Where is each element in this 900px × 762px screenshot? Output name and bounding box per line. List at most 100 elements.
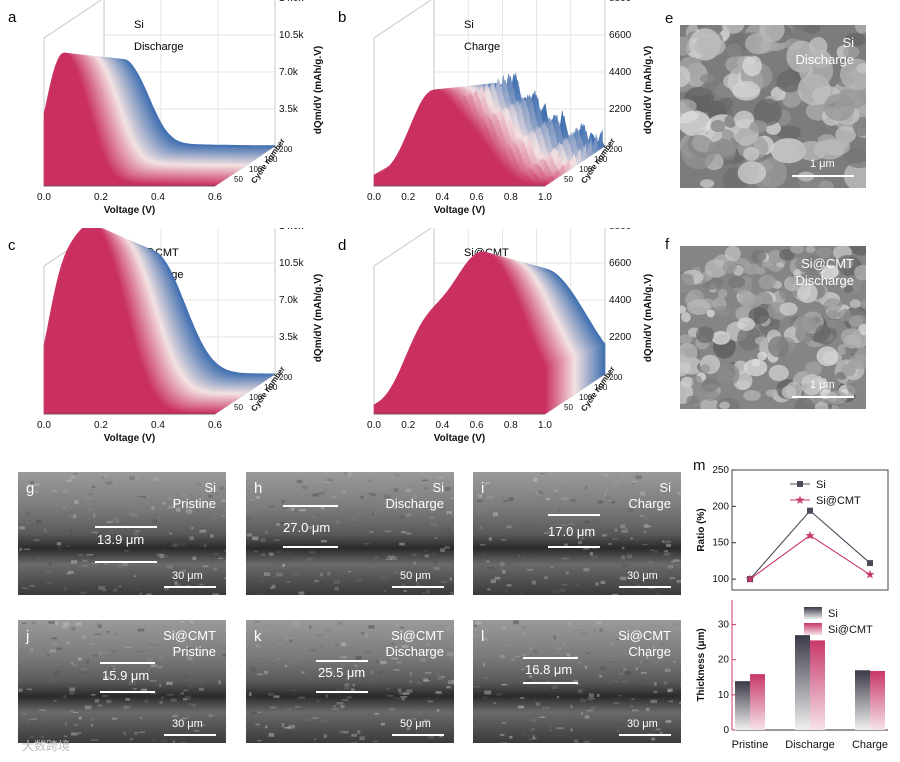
sem-speckle xyxy=(640,661,643,663)
sem-speckle xyxy=(146,638,153,640)
sem-speckle xyxy=(220,645,223,647)
sem-speckle xyxy=(371,511,375,516)
sem-speckle xyxy=(494,576,501,580)
sem-speckle xyxy=(589,535,593,538)
waterfall-surface-b xyxy=(373,73,606,187)
sem-speckle xyxy=(674,645,678,650)
sem-speckle xyxy=(375,555,378,559)
sem-speckle xyxy=(528,487,533,491)
sem-speckle xyxy=(95,623,99,625)
sem-speckle xyxy=(614,481,619,485)
thickness-legend-swatch-cmt xyxy=(804,623,822,635)
sem-speckle xyxy=(224,577,226,580)
sem-speckle xyxy=(67,577,72,581)
sem-speckle xyxy=(517,705,525,709)
sem-grain xyxy=(743,358,768,377)
sem-speckle xyxy=(640,671,647,674)
sem-grain xyxy=(768,336,789,358)
watermark-text: 大数跨境 xyxy=(22,739,71,753)
sem-grain xyxy=(693,37,726,57)
sem-speckle xyxy=(151,506,155,510)
sem-cross-texture-g xyxy=(19,473,226,595)
sem-speckle xyxy=(484,481,490,485)
sem-grain xyxy=(719,401,730,409)
sem-speckle xyxy=(268,505,275,508)
sem-speckle xyxy=(620,524,626,529)
plot-svg-a: a Si Discharge 0.0 0.2 0.4 0.6 Voltage (V) 14.0k… xyxy=(8,0,324,216)
thickness-bar-si xyxy=(795,635,810,730)
sem-speckle xyxy=(184,695,191,700)
sem-speckle xyxy=(605,489,608,491)
sem-image-f: Si@CMT Discharge 1 μm xyxy=(680,246,866,409)
thickness-bar-si xyxy=(735,681,750,730)
sem-speckle xyxy=(436,692,443,695)
z-tick-label-d: 8800 xyxy=(609,228,632,232)
sem-speckle xyxy=(499,733,505,736)
ratio-legend-label-cmt: Si@CMT xyxy=(816,495,861,507)
sem-speckle xyxy=(293,508,298,513)
sem-speckle xyxy=(261,559,268,561)
sem-speckle xyxy=(270,706,277,709)
sem-speckle xyxy=(94,699,100,703)
sem-speckle xyxy=(536,499,542,501)
sem-speckle xyxy=(175,507,181,512)
sem-speckle xyxy=(440,548,446,552)
sem-speckle xyxy=(344,683,350,687)
sem-speckle xyxy=(652,645,655,649)
sem-speckle xyxy=(446,529,450,534)
sem-speckle xyxy=(503,742,507,743)
sem-speckle xyxy=(190,620,194,624)
sem-speckle xyxy=(164,586,169,591)
sem-speckle xyxy=(413,561,417,565)
sem-speckle xyxy=(584,665,588,670)
sem-speckle xyxy=(315,699,320,703)
sem-speckle xyxy=(492,512,498,517)
sem-speckle xyxy=(284,523,291,526)
sem-speckle xyxy=(643,523,648,526)
sem-speckle xyxy=(651,737,656,741)
sem-speckle xyxy=(192,634,198,638)
sem-speckle xyxy=(410,662,416,664)
sem-speckle xyxy=(42,648,46,653)
sem-speckle xyxy=(569,639,576,642)
sem-speckle xyxy=(361,632,365,635)
sem-speckle xyxy=(528,738,532,742)
surface-slice xyxy=(43,223,216,415)
sem-speckle xyxy=(46,582,51,585)
sem-speckle xyxy=(33,483,40,486)
sem-speckle xyxy=(423,678,428,682)
sem-speckle xyxy=(562,594,566,595)
sem-grain xyxy=(795,25,808,31)
sem-speckle xyxy=(257,634,264,636)
sem-speckle xyxy=(654,681,657,686)
sem-grain xyxy=(695,326,715,344)
sem-speckle xyxy=(146,496,149,500)
sem-grain xyxy=(859,299,866,308)
sem-speckle xyxy=(27,718,31,722)
sem-grain xyxy=(816,346,839,367)
sem-speckle xyxy=(506,668,511,670)
sem-speckle xyxy=(348,570,351,572)
sem-grain xyxy=(768,364,789,382)
sem-speckle xyxy=(557,509,561,512)
sem-speckle xyxy=(273,695,280,698)
thickness-marker-bottom xyxy=(95,561,157,563)
sem-speckle xyxy=(62,488,68,493)
sem-speckle xyxy=(378,670,384,674)
sem-grain xyxy=(742,55,762,77)
sem-speckle xyxy=(621,529,628,533)
sem-cross-section-g: Si Pristine 30 μm 13.9 μm xyxy=(18,472,226,595)
sem-speckle xyxy=(664,575,670,578)
sem-speckle xyxy=(382,512,389,515)
sem-speckle xyxy=(630,705,634,707)
sem-speckle xyxy=(256,673,263,676)
sem-speckle xyxy=(327,571,331,576)
sem-h-line2: Discharge xyxy=(385,496,444,511)
sem-speckle xyxy=(298,696,305,699)
sem-speckle xyxy=(198,545,206,547)
sem-speckle xyxy=(353,500,357,504)
sem-speckle xyxy=(39,709,46,711)
sem-grain xyxy=(843,285,854,294)
sem-grain xyxy=(680,99,697,113)
